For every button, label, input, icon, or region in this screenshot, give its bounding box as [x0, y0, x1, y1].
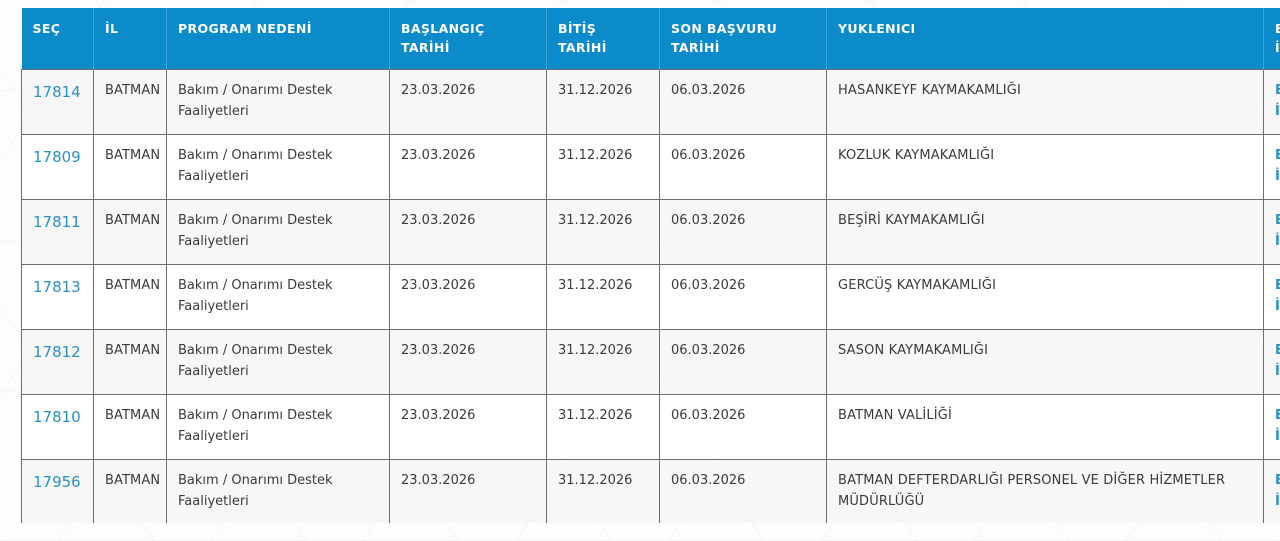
table-row: 17813 BATMAN Bakım / Onarımı Destek Faaliy… — [21, 263, 1280, 330]
column-header-program-nedeni[interactable]: PROGRAM NEDENİ — [166, 8, 390, 70]
row-action-link[interactable]: B İ — [1275, 342, 1280, 379]
table-row: 17812 BATMAN Bakım / Onarımı Destek Faaliy… — [21, 328, 1280, 395]
cell-sec: 17814 — [21, 68, 94, 135]
table-header: SEÇ İL PROGRAM NEDENİ BAŞLANGIÇ TARİHİ B… — [21, 8, 1280, 70]
cell-il: BATMAN — [93, 133, 167, 200]
cell-sec: 17811 — [21, 198, 94, 265]
cell-action: B İ — [1263, 198, 1280, 265]
column-header-bitis-tarihi[interactable]: BİTİŞ TARİHİ — [546, 8, 660, 70]
cell-program-nedeni: Bakım / Onarımı Destek Faaliyetleri — [166, 393, 390, 460]
row-id-link[interactable]: 17813 — [33, 277, 81, 296]
column-header-il[interactable]: İL — [93, 8, 167, 70]
cell-bitis-tarihi: 31.12.2026 — [546, 393, 660, 460]
cell-il: BATMAN — [93, 328, 167, 395]
column-header-yuklenici[interactable]: YUKLENICI — [826, 8, 1264, 70]
table-row: 17956 BATMAN Bakım / Onarımı Destek Faaliy… — [21, 458, 1280, 523]
table-row: 17809 BATMAN Bakım / Onarımı Destek Faaliy… — [21, 133, 1280, 200]
cell-sec: 17812 — [21, 328, 94, 395]
cell-baslangic-tarihi: 23.03.2026 — [389, 133, 547, 200]
row-action-link[interactable]: B İ — [1275, 82, 1280, 119]
table-row: 17810 BATMAN Bakım / Onarımı Destek Faaliy… — [21, 393, 1280, 460]
results-table: SEÇ İL PROGRAM NEDENİ BAŞLANGIÇ TARİHİ B… — [21, 8, 1280, 523]
column-header-baslangic-tarihi[interactable]: BAŞLANGIÇ TARİHİ — [389, 8, 547, 70]
cell-program-nedeni: Bakım / Onarımı Destek Faaliyetleri — [166, 133, 390, 200]
cell-bitis-tarihi: 31.12.2026 — [546, 328, 660, 395]
cell-baslangic-tarihi: 23.03.2026 — [389, 393, 547, 460]
cell-son-basvuru-tarihi: 06.03.2026 — [659, 198, 827, 265]
cell-yuklenici: GERCÜŞ KAYMAKAMLIĞI — [826, 263, 1264, 330]
cell-son-basvuru-tarihi: 06.03.2026 — [659, 133, 827, 200]
cell-bitis-tarihi: 31.12.2026 — [546, 133, 660, 200]
cell-yuklenici: BATMAN DEFTERDARLIĞI PERSONEL VE DİĞER H… — [826, 458, 1264, 523]
cell-sec: 17813 — [21, 263, 94, 330]
cell-son-basvuru-tarihi: 06.03.2026 — [659, 68, 827, 135]
cell-baslangic-tarihi: 23.03.2026 — [389, 198, 547, 265]
cell-action: B İ — [1263, 458, 1280, 523]
cell-program-nedeni: Bakım / Onarımı Destek Faaliyetleri — [166, 263, 390, 330]
row-action-link[interactable]: B İ — [1275, 407, 1280, 444]
cell-action: B İ — [1263, 133, 1280, 200]
table-row: 17811 BATMAN Bakım / Onarımı Destek Faaliy… — [21, 198, 1280, 265]
cell-program-nedeni: Bakım / Onarımı Destek Faaliyetleri — [166, 458, 390, 523]
row-action-link[interactable]: B İ — [1275, 212, 1280, 249]
cell-yuklenici: BEŞİRİ KAYMAKAMLIĞI — [826, 198, 1264, 265]
row-id-link[interactable]: 17814 — [33, 82, 81, 101]
cell-son-basvuru-tarihi: 06.03.2026 — [659, 263, 827, 330]
results-table-container: SEÇ İL PROGRAM NEDENİ BAŞLANGIÇ TARİHİ B… — [21, 8, 1280, 523]
row-id-link[interactable]: 17811 — [33, 212, 81, 231]
table-row: 17814 BATMAN Bakım / Onarımı Destek Faaliy… — [21, 68, 1280, 135]
cell-yuklenici: HASANKEYF KAYMAKAMLIĞI — [826, 68, 1264, 135]
cell-baslangic-tarihi: 23.03.2026 — [389, 328, 547, 395]
cell-sec: 17809 — [21, 133, 94, 200]
cell-baslangic-tarihi: 23.03.2026 — [389, 263, 547, 330]
cell-il: BATMAN — [93, 393, 167, 460]
cell-baslangic-tarihi: 23.03.2026 — [389, 68, 547, 135]
row-id-link[interactable]: 17810 — [33, 407, 81, 426]
cell-action: B İ — [1263, 328, 1280, 395]
row-action-link[interactable]: B İ — [1275, 147, 1280, 184]
cell-yuklenici: BATMAN VALİLİĞİ — [826, 393, 1264, 460]
cell-il: BATMAN — [93, 458, 167, 523]
cell-bitis-tarihi: 31.12.2026 — [546, 458, 660, 523]
row-id-link[interactable]: 17956 — [33, 472, 81, 491]
cell-bitis-tarihi: 31.12.2026 — [546, 263, 660, 330]
cell-il: BATMAN — [93, 68, 167, 135]
row-action-link[interactable]: B İ — [1275, 472, 1280, 509]
cell-yuklenici: SASON KAYMAKAMLIĞI — [826, 328, 1264, 395]
cell-yuklenici: KOZLUK KAYMAKAMLIĞI — [826, 133, 1264, 200]
cell-son-basvuru-tarihi: 06.03.2026 — [659, 393, 827, 460]
row-id-link[interactable]: 17812 — [33, 342, 81, 361]
table-body: 17814 BATMAN Bakım / Onarımı Destek Faaliy… — [21, 68, 1280, 523]
column-header-action[interactable]: B İ — [1263, 8, 1280, 70]
table-header-row: SEÇ İL PROGRAM NEDENİ BAŞLANGIÇ TARİHİ B… — [21, 8, 1280, 70]
cell-action: B İ — [1263, 68, 1280, 135]
column-header-son-basvuru-tarihi[interactable]: SON BAŞVURU TARİHİ — [659, 8, 827, 70]
cell-sec: 17810 — [21, 393, 94, 460]
cell-il: BATMAN — [93, 198, 167, 265]
cell-sec: 17956 — [21, 458, 94, 523]
cell-bitis-tarihi: 31.12.2026 — [546, 68, 660, 135]
cell-program-nedeni: Bakım / Onarımı Destek Faaliyetleri — [166, 198, 390, 265]
column-header-sec[interactable]: SEÇ — [21, 8, 94, 70]
cell-baslangic-tarihi: 23.03.2026 — [389, 458, 547, 523]
cell-program-nedeni: Bakım / Onarımı Destek Faaliyetleri — [166, 68, 390, 135]
cell-action: B İ — [1263, 263, 1280, 330]
row-action-link[interactable]: B İ — [1275, 277, 1280, 314]
row-id-link[interactable]: 17809 — [33, 147, 81, 166]
cell-program-nedeni: Bakım / Onarımı Destek Faaliyetleri — [166, 328, 390, 395]
cell-son-basvuru-tarihi: 06.03.2026 — [659, 458, 827, 523]
cell-action: B İ — [1263, 393, 1280, 460]
cell-son-basvuru-tarihi: 06.03.2026 — [659, 328, 827, 395]
cell-bitis-tarihi: 31.12.2026 — [546, 198, 660, 265]
cell-il: BATMAN — [93, 263, 167, 330]
